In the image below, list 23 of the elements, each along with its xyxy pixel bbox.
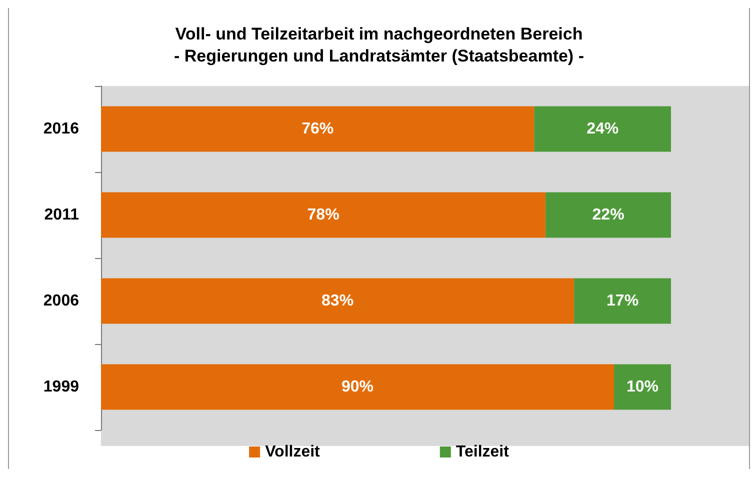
bar xyxy=(546,192,671,238)
legend-label: Teilzeit xyxy=(456,444,510,460)
bar xyxy=(101,106,534,152)
bar xyxy=(101,192,546,238)
data-label: 83% xyxy=(322,292,354,310)
bar xyxy=(101,278,574,324)
bar xyxy=(574,278,671,324)
data-label: 90% xyxy=(341,378,374,396)
bar xyxy=(101,364,614,410)
bar xyxy=(534,106,671,152)
y-tick-label: 2006 xyxy=(43,292,80,310)
data-label: 76% xyxy=(302,120,334,138)
chart-title: Voll- und Teilzeitarbeit im nachgeordneten Bereich - Regierungen und Landratsämter (Staatsbeamte) - xyxy=(174,24,584,66)
y-tick-label: 2016 xyxy=(43,120,80,138)
data-label: 22% xyxy=(592,206,624,224)
data-label: 78% xyxy=(307,206,340,224)
y-tick-label: 2011 xyxy=(44,206,80,224)
legend-label: Vollzeit xyxy=(265,444,321,460)
data-label: 24% xyxy=(586,120,619,138)
data-label: 10% xyxy=(626,378,659,396)
data-label: 17% xyxy=(606,292,639,310)
bar xyxy=(614,364,671,410)
y-tick-label: 1999 xyxy=(43,378,80,396)
